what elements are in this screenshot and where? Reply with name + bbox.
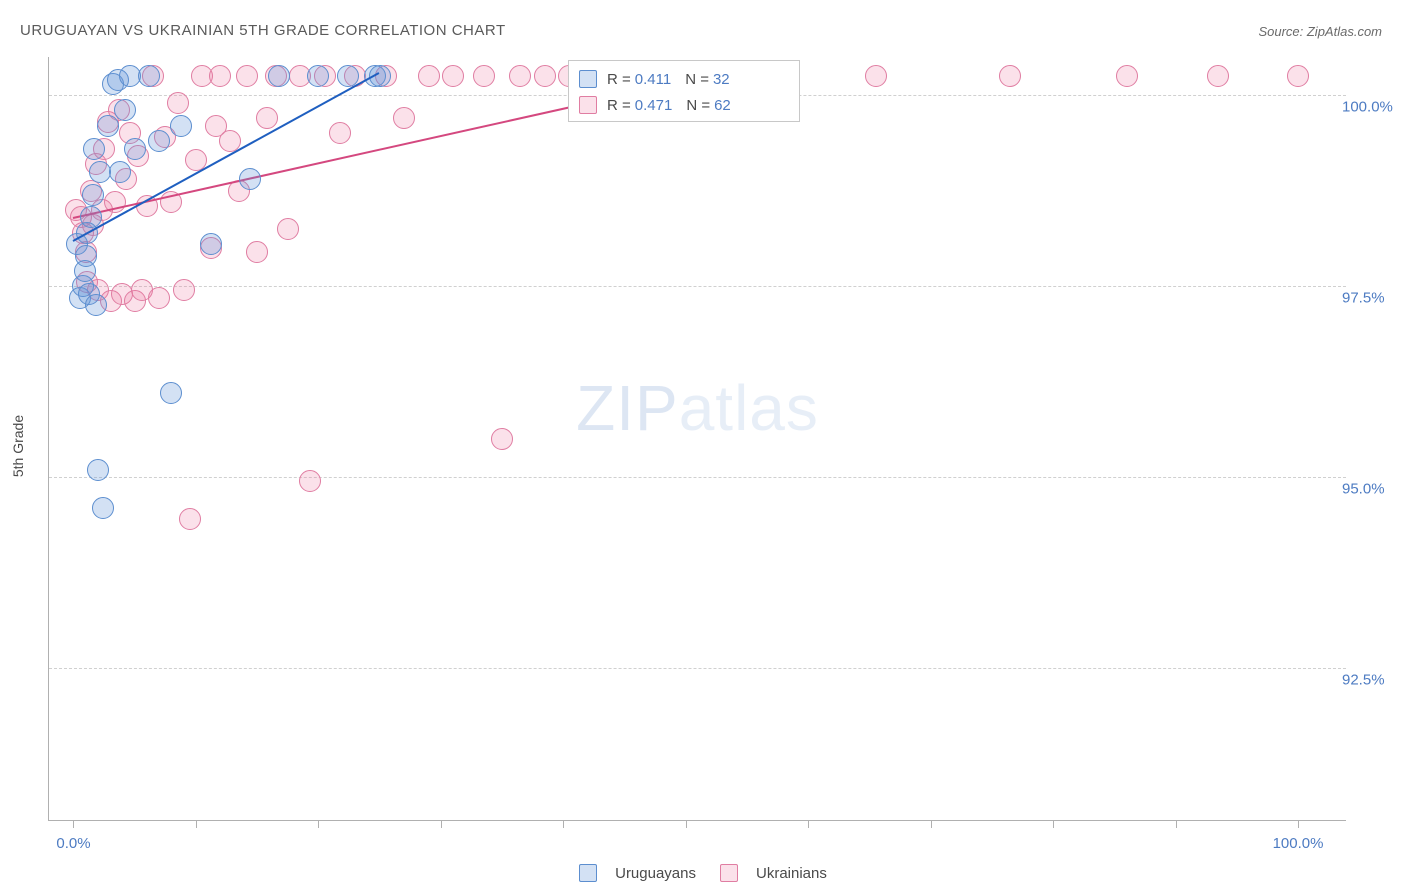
- chart-title: URUGUAYAN VS UKRAINIAN 5TH GRADE CORRELA…: [20, 22, 506, 39]
- swatch-ukrainians: [720, 864, 738, 882]
- x-tick: [686, 820, 687, 828]
- series-legend: Uruguayans Ukrainians: [0, 864, 1406, 882]
- n-value-ukrainians: 62: [714, 97, 731, 114]
- scatter-point-uruguayans: [170, 115, 192, 137]
- watermark-atlas: atlas: [679, 372, 819, 444]
- scatter-point-ukrainians: [509, 65, 531, 87]
- scatter-point-uruguayans: [307, 65, 329, 87]
- x-tick-label-start: 0.0%: [56, 835, 90, 852]
- x-tick: [73, 820, 74, 828]
- correlation-legend: R = 0.411 N = 32 R = 0.471 N = 62: [568, 60, 800, 122]
- r-value-ukrainians: 0.471: [635, 97, 673, 114]
- chart-container: URUGUAYAN VS UKRAINIAN 5TH GRADE CORRELA…: [0, 0, 1406, 892]
- scatter-point-uruguayans: [82, 184, 104, 206]
- x-tick: [1053, 820, 1054, 828]
- n-label: N =: [686, 97, 710, 114]
- y-tick-label: 95.0%: [1342, 481, 1394, 498]
- plot-area: ZIPatlas 92.5%95.0%97.5%100.0%0.0%100.0%: [48, 57, 1346, 821]
- swatch-uruguayans: [579, 70, 597, 88]
- scatter-point-ukrainians: [256, 107, 278, 129]
- x-tick: [318, 820, 319, 828]
- scatter-point-ukrainians: [167, 92, 189, 114]
- scatter-point-ukrainians: [534, 65, 556, 87]
- scatter-point-uruguayans: [109, 161, 131, 183]
- legend-label-uruguayans: Uruguayans: [615, 865, 696, 882]
- scatter-point-uruguayans: [97, 115, 119, 137]
- scatter-point-uruguayans: [138, 65, 160, 87]
- scatter-point-uruguayans: [87, 459, 109, 481]
- trend-line-uruguayans: [73, 72, 380, 242]
- scatter-point-uruguayans: [114, 99, 136, 121]
- x-tick-label-end: 100.0%: [1273, 835, 1324, 852]
- scatter-point-uruguayans: [268, 65, 290, 87]
- y-tick-label: 92.5%: [1342, 672, 1394, 689]
- y-tick-label: 97.5%: [1342, 290, 1394, 307]
- legend-row-uruguayans: R = 0.411 N = 32: [579, 66, 789, 92]
- scatter-point-ukrainians: [299, 470, 321, 492]
- scatter-point-ukrainians: [1116, 65, 1138, 87]
- legend-item-ukrainians: Ukrainians: [720, 864, 827, 882]
- scatter-point-uruguayans: [148, 130, 170, 152]
- y-axis-title: 5th Grade: [10, 415, 26, 477]
- r-label: R =: [607, 71, 631, 88]
- watermark: ZIPatlas: [576, 371, 819, 445]
- r-value-uruguayans: 0.411: [635, 71, 671, 88]
- x-tick: [1298, 820, 1299, 828]
- scatter-point-uruguayans: [75, 245, 97, 267]
- swatch-ukrainians: [579, 96, 597, 114]
- y-tick-label: 100.0%: [1342, 99, 1394, 116]
- scatter-point-ukrainians: [491, 428, 513, 450]
- scatter-point-ukrainians: [865, 65, 887, 87]
- x-tick: [441, 820, 442, 828]
- watermark-zip: ZIP: [576, 372, 679, 444]
- gridline: [49, 477, 1346, 478]
- x-tick: [196, 820, 197, 828]
- scatter-point-ukrainians: [179, 508, 201, 530]
- scatter-point-ukrainians: [1207, 65, 1229, 87]
- legend-row-ukrainians: R = 0.471 N = 62: [579, 92, 789, 118]
- scatter-point-uruguayans: [92, 497, 114, 519]
- x-tick: [1176, 820, 1177, 828]
- scatter-point-ukrainians: [236, 65, 258, 87]
- scatter-point-ukrainians: [473, 65, 495, 87]
- scatter-point-ukrainians: [209, 65, 231, 87]
- legend-label-ukrainians: Ukrainians: [756, 865, 827, 882]
- scatter-point-ukrainians: [246, 241, 268, 263]
- scatter-point-uruguayans: [239, 168, 261, 190]
- x-tick: [808, 820, 809, 828]
- n-label: N =: [685, 71, 709, 88]
- scatter-point-ukrainians: [418, 65, 440, 87]
- x-tick: [563, 820, 564, 828]
- scatter-point-ukrainians: [329, 122, 351, 144]
- scatter-point-ukrainians: [1287, 65, 1309, 87]
- scatter-point-ukrainians: [148, 287, 170, 309]
- legend-item-uruguayans: Uruguayans: [579, 864, 696, 882]
- scatter-point-ukrainians: [277, 218, 299, 240]
- scatter-point-ukrainians: [999, 65, 1021, 87]
- scatter-point-uruguayans: [200, 233, 222, 255]
- n-value-uruguayans: 32: [713, 71, 730, 88]
- swatch-uruguayans: [579, 864, 597, 882]
- scatter-point-uruguayans: [124, 138, 146, 160]
- scatter-point-ukrainians: [442, 65, 464, 87]
- source-label: Source: ZipAtlas.com: [1258, 24, 1382, 39]
- scatter-point-uruguayans: [85, 294, 107, 316]
- x-tick: [931, 820, 932, 828]
- gridline: [49, 668, 1346, 669]
- r-label: R =: [607, 97, 631, 114]
- scatter-point-uruguayans: [83, 138, 105, 160]
- scatter-point-uruguayans: [160, 382, 182, 404]
- gridline: [49, 286, 1346, 287]
- header: URUGUAYAN VS UKRAINIAN 5TH GRADE CORRELA…: [0, 0, 1406, 50]
- scatter-point-ukrainians: [393, 107, 415, 129]
- scatter-point-ukrainians: [173, 279, 195, 301]
